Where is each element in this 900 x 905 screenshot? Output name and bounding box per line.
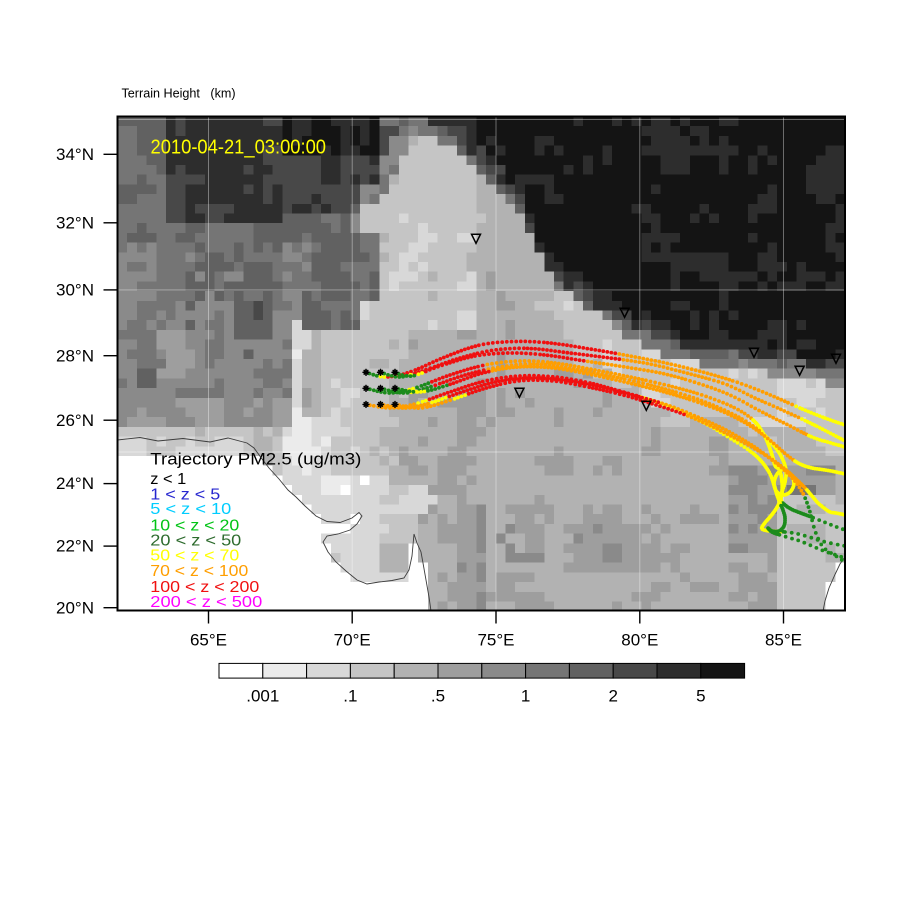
svg-text:Trajectory PM2.5 (ug/m3): Trajectory PM2.5 (ug/m3) <box>150 451 361 469</box>
svg-text:70°E: 70°E <box>334 631 371 650</box>
svg-text:20°N: 20°N <box>56 598 94 617</box>
svg-text:32°N: 32°N <box>56 213 94 232</box>
svg-text:2: 2 <box>608 687 617 706</box>
svg-text:20 < z < 50: 20 < z < 50 <box>150 533 241 550</box>
svg-text:70 < z < 100: 70 < z < 100 <box>150 563 248 580</box>
svg-text:2010-04-21_03:00:00: 2010-04-21_03:00:00 <box>151 137 327 159</box>
svg-text:1: 1 <box>521 687 530 706</box>
svg-text:65°E: 65°E <box>190 631 227 650</box>
svg-text:100 < z < 200: 100 < z < 200 <box>150 579 259 596</box>
svg-text:.5: .5 <box>431 687 445 706</box>
svg-text:z < 1: z < 1 <box>150 471 186 488</box>
svg-text:Terrain Height (km): Terrain Height (km) <box>122 87 236 101</box>
svg-text:22°N: 22°N <box>56 537 94 556</box>
svg-text:34°N: 34°N <box>56 145 94 164</box>
svg-text:1 < z < 5: 1 < z < 5 <box>150 486 220 503</box>
svg-text:24°N: 24°N <box>56 474 94 493</box>
svg-text:.1: .1 <box>343 687 357 706</box>
svg-text:30°N: 30°N <box>56 281 94 300</box>
svg-text:.001: .001 <box>246 687 279 706</box>
svg-text:10 < z < 20: 10 < z < 20 <box>150 517 239 534</box>
svg-text:5 < z < 10: 5 < z < 10 <box>150 501 231 518</box>
svg-text:26°N: 26°N <box>56 411 94 430</box>
svg-text:5: 5 <box>696 687 705 706</box>
svg-text:200 < z < 500: 200 < z < 500 <box>150 594 262 611</box>
svg-text:80°E: 80°E <box>621 631 658 650</box>
svg-text:28°N: 28°N <box>56 346 94 365</box>
svg-text:85°E: 85°E <box>765 631 802 650</box>
svg-text:75°E: 75°E <box>477 631 514 650</box>
svg-text:50 < z < 70: 50 < z < 70 <box>150 548 239 565</box>
